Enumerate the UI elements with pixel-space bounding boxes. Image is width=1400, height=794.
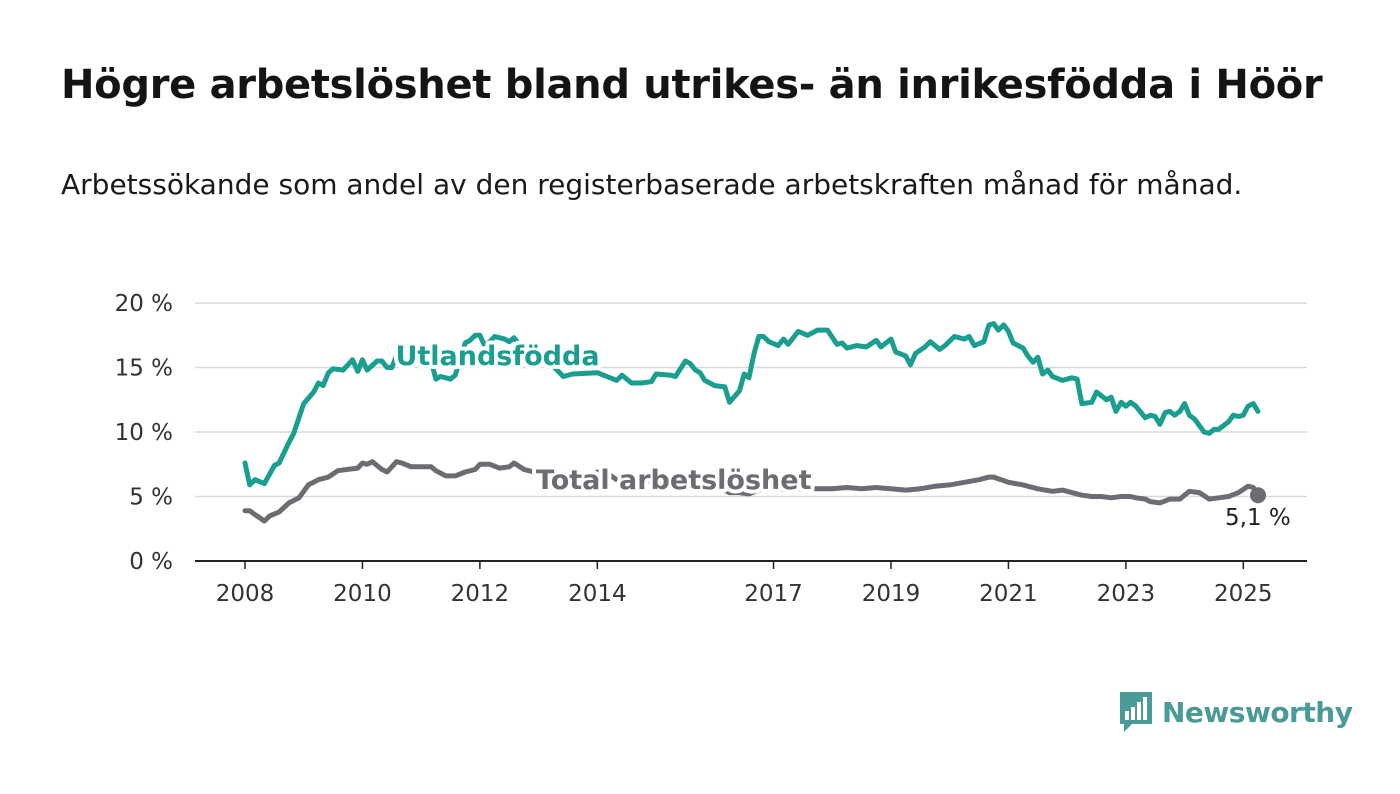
- chart-subtitle: Arbetssökande som andel av den registerb…: [61, 168, 1243, 201]
- x-tick-label: 2023: [1097, 581, 1156, 607]
- y-tick-label: 15 %: [115, 356, 173, 382]
- x-tick-label: 2014: [568, 581, 627, 607]
- x-tick-label: 2012: [451, 581, 510, 607]
- y-tick-label: 0 %: [129, 549, 173, 575]
- series-labels: Utlandsfödda Total arbetslöshet 5,1 %: [391, 337, 1293, 534]
- series-line-utlandsfodda: [242, 321, 1261, 488]
- y-axis-ticks: 0 % 5 % 10 % 15 % 20 %: [115, 291, 173, 575]
- y-tick-label: 10 %: [115, 420, 173, 446]
- newsworthy-logo: Newsworthy: [1118, 690, 1353, 734]
- y-tick-label: 5 %: [129, 485, 173, 511]
- end-point-marker: [1250, 487, 1266, 504]
- x-tick-label: 2010: [333, 581, 392, 607]
- x-tick-label: 2008: [216, 581, 275, 607]
- series-lines: [242, 321, 1261, 524]
- x-tick-label: 2025: [1214, 581, 1273, 607]
- x-tick-label: 2019: [862, 581, 921, 607]
- series-line-total: [242, 459, 1261, 524]
- x-tick-label: 2021: [979, 581, 1038, 607]
- chart-title: Högre arbetslöshet bland utrikes- än inr…: [61, 62, 1323, 108]
- newsworthy-bar-chart-icon: [1120, 692, 1152, 732]
- series-label-utlandsfodda: Utlandsfödda: [395, 341, 599, 372]
- end-value-label: 5,1 %: [1225, 505, 1291, 531]
- series-label-total: Total arbetslöshet: [536, 465, 812, 496]
- x-axis-ticks: 2008 2010 2012 2014 2017 2019 2021 2023 2025: [216, 561, 1273, 607]
- x-tick-label: 2017: [744, 581, 803, 607]
- logo-text: Newsworthy: [1162, 695, 1353, 729]
- y-tick-label: 20 %: [115, 291, 173, 317]
- grid-lines: [195, 302, 1307, 562]
